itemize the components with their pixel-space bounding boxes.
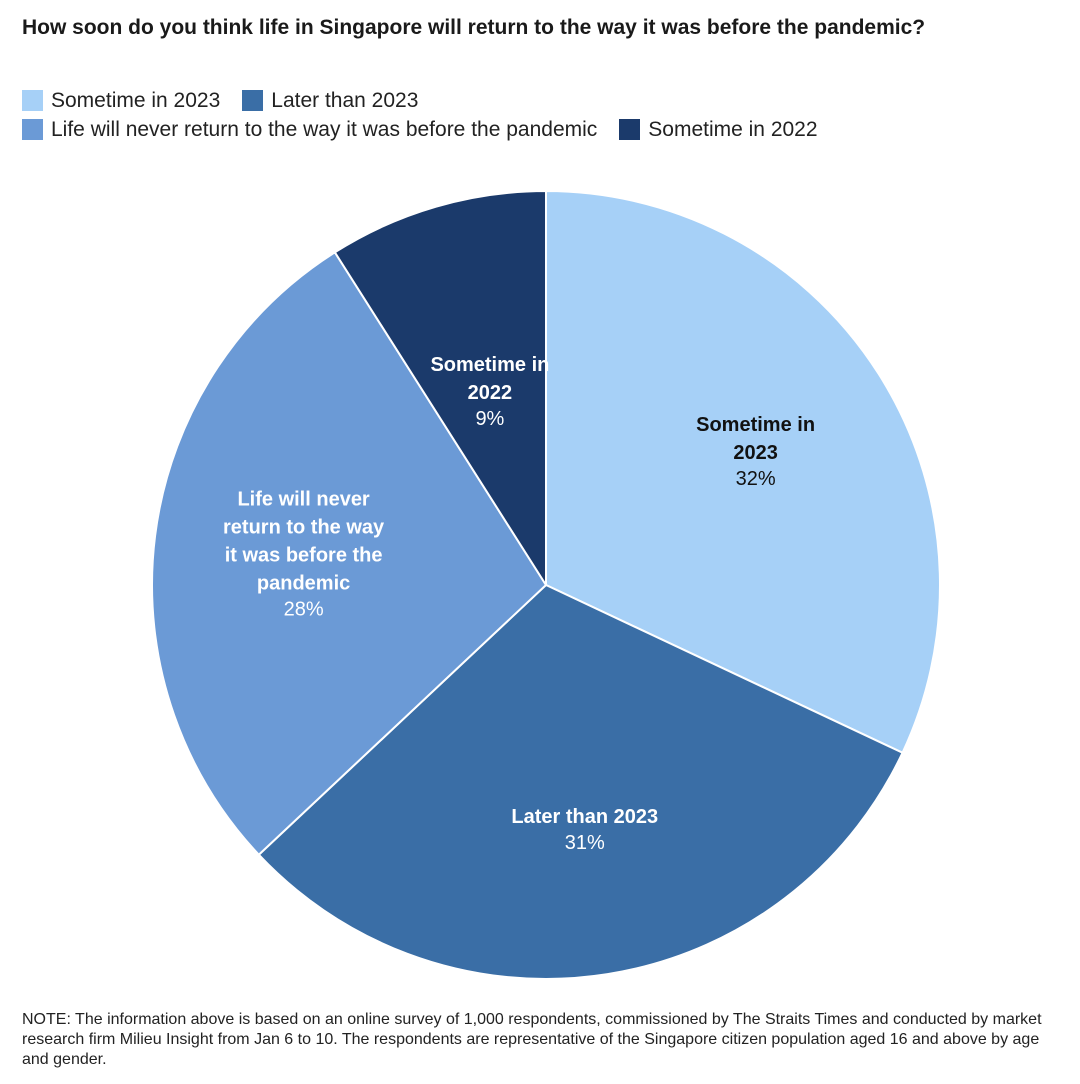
slice-value-sometime-in-2023: 32% bbox=[736, 468, 776, 490]
slice-name-line: pandemic bbox=[257, 572, 350, 594]
slice-label-later-than-2023: Later than 2023 31% bbox=[511, 806, 658, 854]
legend-swatch-sometime-2022 bbox=[619, 119, 641, 140]
slice-name-line: Later than 2023 bbox=[511, 806, 658, 828]
legend-label-later-than-2023: Later than 2023 bbox=[271, 88, 419, 112]
pie-chart: Sometime in 2023 32% Later than 2023 31% Life… bbox=[150, 190, 941, 980]
legend-swatch-later-than-2023 bbox=[242, 90, 264, 111]
slice-name-line: it was before the bbox=[225, 544, 383, 566]
slice-name-line: Life will never bbox=[237, 488, 369, 510]
slice-label-sometime-in-2022: Sometime in 2022 9% bbox=[430, 354, 549, 430]
slice-name-line: Sometime in bbox=[430, 354, 549, 376]
pie-slice-labels: Sometime in 2023 32% Later than 2023 31% Life… bbox=[223, 354, 815, 854]
slice-label-sometime-in-2023: Sometime in 2023 32% bbox=[696, 414, 815, 490]
legend-label-never-return: Life will never return to the way it was… bbox=[51, 117, 598, 141]
chart-title: How soon do you think life in Singapore … bbox=[22, 16, 926, 39]
legend-swatch-never-return bbox=[22, 119, 43, 140]
legend-row-1: Sometime in 2023 Later than 2023 bbox=[22, 86, 1062, 115]
legend-label-sometime-2023: Sometime in 2023 bbox=[51, 88, 221, 112]
slice-name-line: return to the way bbox=[223, 516, 385, 538]
legend-label-sometime-2022: Sometime in 2022 bbox=[648, 117, 818, 141]
pie-slice-sometime-in-2022 bbox=[333, 190, 547, 586]
pie-slice-later-than-2023 bbox=[257, 584, 904, 980]
legend-item-sometime-2023: Sometime in 2023 bbox=[22, 89, 220, 113]
legend: Sometime in 2023 Later than 2023 Life wi… bbox=[22, 86, 1062, 144]
footnote: NOTE: The information above is based on … bbox=[22, 1011, 1042, 1068]
pie-slice-life-will-never-return-to-the-way-it-was-before-the-pandemic bbox=[150, 251, 547, 856]
legend-row-2: Life will never return to the way it was… bbox=[22, 115, 1062, 144]
slice-value-life-will-never-return-to-the-way-it-was-before-the-pandemic: 28% bbox=[284, 598, 324, 620]
slice-value-later-than-2023: 31% bbox=[565, 832, 605, 854]
slice-name-line: Sometime in bbox=[696, 414, 815, 436]
slice-label-life-will-never-return-to-the-way-it-was-before-the-pandemic: Life will never return to the way it was b… bbox=[223, 488, 385, 620]
slice-name-line: 2023 bbox=[733, 442, 778, 464]
slice-value-sometime-in-2022: 9% bbox=[475, 408, 504, 430]
pie-slices bbox=[150, 190, 941, 980]
legend-swatch-sometime-2023 bbox=[22, 90, 43, 111]
legend-item-later-than-2023: Later than 2023 bbox=[242, 89, 418, 113]
legend-item-never-return: Life will never return to the way it was… bbox=[22, 118, 597, 142]
legend-item-sometime-2022: Sometime in 2022 bbox=[619, 117, 818, 142]
pie-slice-sometime-in-2023 bbox=[545, 190, 941, 754]
slice-name-line: 2022 bbox=[468, 382, 513, 404]
